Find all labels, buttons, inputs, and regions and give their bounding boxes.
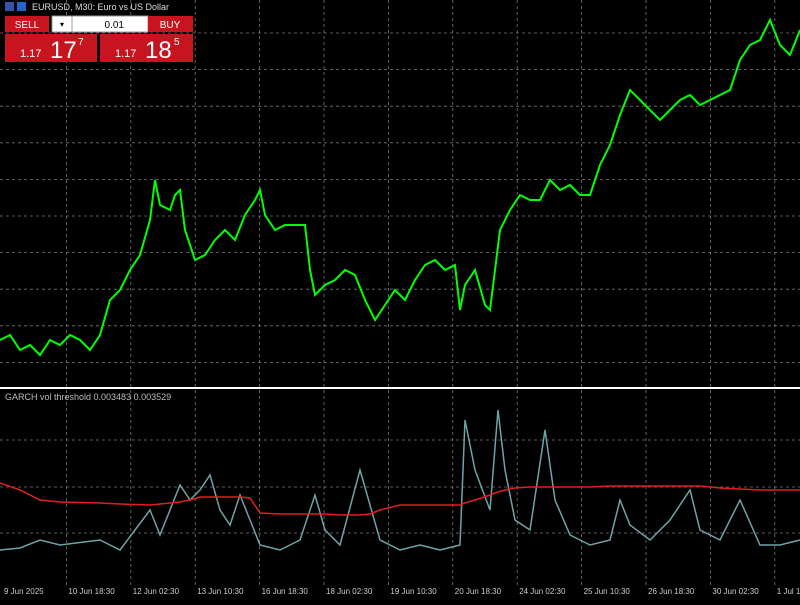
- time-label: 10 Jun 18:30: [68, 587, 115, 596]
- lot-value: 0.01: [105, 20, 125, 31]
- time-label: 30 Jun 02:30: [712, 587, 759, 596]
- series-line: [0, 409, 800, 551]
- sell-price-box[interactable]: [5, 34, 97, 62]
- time-label: 19 Jun 10:30: [390, 587, 437, 596]
- buy-price-prefix: 1.17: [115, 48, 136, 60]
- time-label: 25 Jun 10:30: [584, 587, 631, 596]
- symbol-title: EURUSD, M30: Euro vs US Dollar: [32, 2, 169, 12]
- series-line: [0, 17, 800, 357]
- time-label: 13 Jun 10:30: [197, 587, 244, 596]
- time-label: 16 Jun 18:30: [262, 587, 309, 596]
- sell-button[interactable]: [5, 16, 49, 32]
- buy-button[interactable]: [148, 16, 193, 32]
- time-label: 18 Jun 02:30: [326, 587, 373, 596]
- time-label: 9 Jun 2025: [4, 587, 44, 596]
- buy-price-sup: 5: [174, 37, 180, 48]
- series-line: [0, 482, 800, 516]
- plots: [0, 17, 800, 551]
- sell-price-sup: 7: [78, 37, 84, 48]
- sell-price-prefix: 1.17: [20, 48, 41, 60]
- dropdown-arrow: ▾: [60, 20, 64, 29]
- buy-price-big: 18: [145, 37, 172, 64]
- flag-icon: [17, 2, 26, 11]
- sell-price-big: 17: [50, 37, 77, 64]
- sell-label: SELL: [15, 20, 40, 31]
- time-label: 26 Jun 18:30: [648, 587, 695, 596]
- time-label: 12 Jun 02:30: [133, 587, 180, 596]
- time-label: 1 Jul 10:30: [777, 587, 800, 596]
- indicator-label: GARCH vol threshold 0.003483 0.003529: [5, 392, 171, 402]
- trade-panel: EURUSD, M30: Euro vs US Dollar SELL ▾ 0.…: [5, 2, 193, 64]
- flag-icon: [5, 2, 14, 11]
- time-label: 20 Jun 18:30: [455, 587, 502, 596]
- buy-label: BUY: [160, 20, 181, 31]
- time-axis: 9 Jun 2025 10 Jun 18:30 12 Jun 02:30 13 Jun…: [4, 587, 800, 596]
- time-label: 24 Jun 02:30: [519, 587, 566, 596]
- buy-price-box[interactable]: [100, 34, 193, 62]
